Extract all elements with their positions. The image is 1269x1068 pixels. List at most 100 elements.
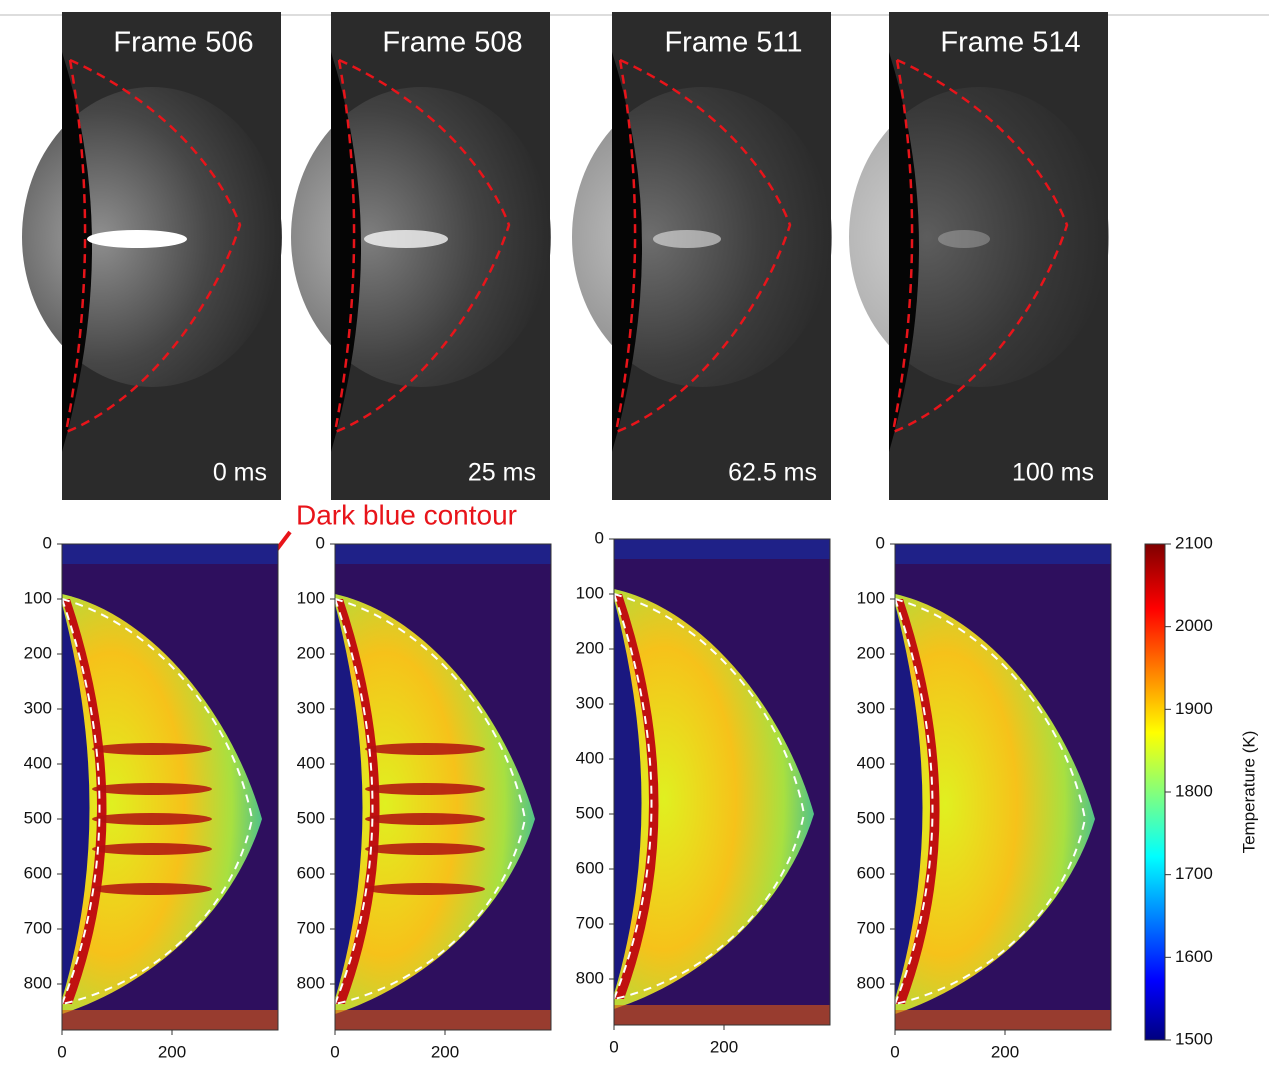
contour	[613, 593, 653, 1000]
y-tick-label: 100	[24, 588, 52, 607]
hot-core	[938, 230, 990, 248]
wall-core	[62, 604, 90, 999]
heatmap-bottom	[895, 1010, 1111, 1030]
y-tick-label: 0	[595, 528, 604, 547]
frame-label: Frame 508	[382, 27, 522, 59]
wall	[612, 52, 642, 452]
heatmap-bottom	[335, 1010, 551, 1030]
contour	[333, 59, 356, 433]
x-tick-label: 0	[890, 1042, 899, 1061]
time-label: 0 ms	[213, 459, 267, 487]
y-tick-label: 100	[297, 588, 325, 607]
y-tick-label: 200	[576, 638, 604, 657]
heatmap-bottom	[62, 1010, 278, 1030]
y-tick-label: 400	[297, 753, 325, 772]
hot-streak	[365, 813, 485, 825]
y-tick-label: 500	[576, 803, 604, 822]
hot-core	[87, 230, 187, 248]
heatmap	[894, 543, 1112, 1031]
y-tick-label: 800	[24, 973, 52, 992]
heatmap	[61, 543, 279, 1031]
colorbar	[1144, 543, 1166, 1041]
y-tick-label: 0	[876, 533, 885, 552]
x-tick-label: 200	[431, 1042, 459, 1061]
heatmap	[613, 538, 831, 1026]
wall	[331, 52, 361, 452]
y-tick-label: 400	[857, 753, 885, 772]
contour	[64, 59, 87, 433]
wall-core	[895, 604, 923, 999]
y-tick-label: 700	[857, 918, 885, 937]
contour	[613, 593, 806, 1000]
frame-image: Frame 508 25 ms	[291, 12, 551, 500]
colorbar-tick-label: 1700	[1175, 864, 1213, 883]
heatmap	[334, 543, 552, 1031]
frame-label: Frame 511	[664, 27, 802, 59]
y-tick-label: 100	[857, 588, 885, 607]
flame-region	[614, 589, 814, 1009]
axes-frame	[61, 543, 279, 1031]
x-tick-label: 200	[158, 1042, 186, 1061]
wall	[889, 52, 919, 452]
flame-region	[62, 594, 262, 1014]
contour	[615, 58, 792, 434]
wall-glow	[895, 599, 940, 1004]
hot-core	[653, 230, 721, 248]
hot-streak	[365, 783, 485, 795]
heatmap-band	[335, 544, 551, 564]
frame-image: Frame 506 0 ms	[22, 12, 282, 500]
hot-streak	[365, 883, 485, 895]
wall	[62, 52, 92, 452]
hot-streak	[92, 843, 212, 855]
contour	[334, 598, 527, 1005]
y-tick-label: 800	[576, 968, 604, 987]
colorbar-tick-label: 2000	[1175, 616, 1213, 635]
time-label: 62.5 ms	[728, 459, 817, 487]
wall-glow	[62, 599, 107, 1004]
y-tick-label: 700	[297, 918, 325, 937]
wall-core	[614, 599, 642, 994]
contour	[894, 598, 1087, 1005]
colorbar-tick-label: 1600	[1175, 947, 1213, 966]
contour	[334, 598, 374, 1005]
y-tick-label: 0	[316, 533, 325, 552]
hot-streak	[92, 813, 212, 825]
axes-frame	[613, 538, 831, 1026]
y-tick-label: 700	[24, 918, 52, 937]
colorbar-tick-label: 1900	[1175, 699, 1213, 718]
y-tick-label: 400	[576, 748, 604, 767]
contour	[61, 598, 101, 1005]
hot-streak	[365, 843, 485, 855]
frame-label: Frame 514	[940, 27, 1080, 59]
x-tick-label: 0	[330, 1042, 339, 1061]
heatmap-band	[895, 544, 1111, 564]
axes-frame	[894, 543, 1112, 1031]
wall-glow	[335, 599, 380, 1004]
y-tick-label: 800	[297, 973, 325, 992]
y-tick-label: 200	[297, 643, 325, 662]
y-tick-label: 100	[576, 583, 604, 602]
heatmap-band	[62, 544, 278, 564]
contour	[894, 598, 934, 1005]
y-tick-label: 0	[43, 533, 52, 552]
y-tick-label: 600	[297, 863, 325, 882]
hot-streak	[92, 783, 212, 795]
hot-core	[364, 230, 448, 248]
y-tick-label: 700	[576, 913, 604, 932]
wall-glow	[614, 594, 659, 999]
y-tick-label: 300	[857, 698, 885, 717]
time-label: 25 ms	[468, 459, 536, 487]
colorbar-label: Temperature (K)	[1239, 731, 1258, 854]
hot-streak	[365, 743, 485, 755]
frame-image: Frame 511 62.5 ms	[572, 12, 832, 500]
y-tick-label: 800	[857, 973, 885, 992]
x-tick-label: 0	[609, 1037, 618, 1056]
contour	[892, 58, 1069, 434]
contour	[65, 58, 242, 434]
colorbar-tick-label: 2100	[1175, 533, 1213, 552]
x-tick-label: 200	[991, 1042, 1019, 1061]
colorbar-tick-label: 1500	[1175, 1029, 1213, 1048]
annotation: Dark blue contour	[296, 499, 517, 530]
y-tick-label: 500	[297, 808, 325, 827]
